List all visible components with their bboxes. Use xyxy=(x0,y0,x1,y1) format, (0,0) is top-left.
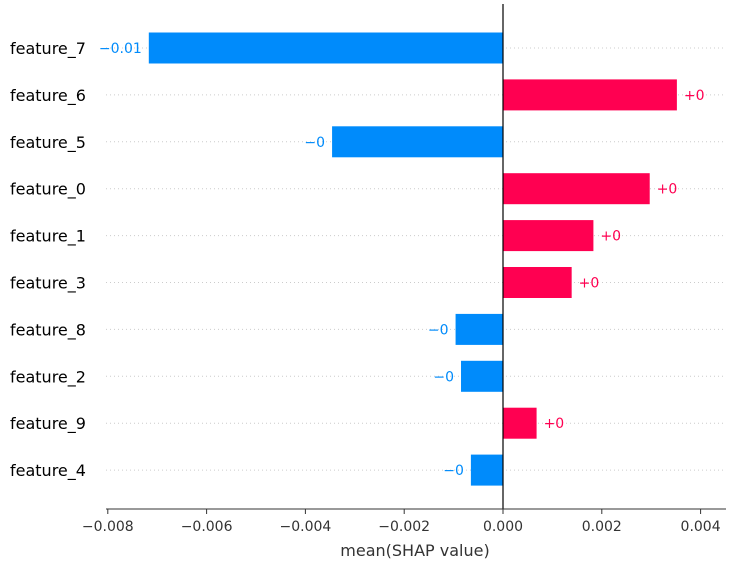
x-tick-label: −0.008 xyxy=(82,519,134,535)
feature-label: feature_1 xyxy=(10,227,86,247)
value-label: +0 xyxy=(657,182,678,198)
value-label: +0 xyxy=(684,88,705,104)
value-label: −0 xyxy=(433,369,454,385)
value-label: −0.01 xyxy=(99,41,142,57)
value-label: +0 xyxy=(579,276,600,292)
feature-label: feature_3 xyxy=(10,274,86,294)
feature-label: feature_8 xyxy=(10,320,86,340)
bar-feature_8 xyxy=(455,313,503,345)
feature-label: feature_7 xyxy=(10,39,86,59)
x-axis-title: mean(SHAP value) xyxy=(340,541,489,560)
x-tick-label: −0.006 xyxy=(181,519,233,535)
feature-label: feature_0 xyxy=(10,180,86,200)
x-axis: −0.008 −0.006 −0.004 −0.002 0.000 0.002 0.004 xyxy=(82,508,726,535)
bars xyxy=(148,32,677,486)
feature-label: feature_4 xyxy=(10,461,86,481)
feature-labels: feature_7 feature_6 feature_5 feature_0feat… xyxy=(10,39,86,481)
feature-label: feature_2 xyxy=(10,367,86,387)
bar-feature_9 xyxy=(503,407,537,439)
value-label: +0 xyxy=(544,416,565,432)
bar-feature_4 xyxy=(470,454,503,486)
x-tick-label: −0.002 xyxy=(378,519,430,535)
value-label: +0 xyxy=(600,229,621,245)
value-label: −0 xyxy=(304,135,325,151)
bar-feature_3 xyxy=(503,267,572,298)
feature-label: feature_5 xyxy=(10,133,86,153)
bar-feature_7 xyxy=(148,32,503,64)
bar-feature_2 xyxy=(461,360,503,392)
value-label: −0 xyxy=(428,322,449,338)
bar-feature_6 xyxy=(503,79,677,111)
value-label: −0 xyxy=(443,463,464,479)
x-tick-label: −0.004 xyxy=(279,519,331,535)
bar-feature_0 xyxy=(503,173,650,205)
x-tick-label: 0.000 xyxy=(483,519,523,535)
feature-label: feature_6 xyxy=(10,86,86,106)
bar-feature_5 xyxy=(332,126,503,158)
bar-feature_1 xyxy=(503,220,594,252)
feature-label: feature_9 xyxy=(10,414,86,434)
gridlines xyxy=(106,47,726,471)
x-tick-label: 0.004 xyxy=(681,519,721,535)
value-labels: −0.01 +0 −0 +0 +0 +0 −0 −0 +0 −0 xyxy=(99,41,705,479)
x-tick-label: 0.002 xyxy=(582,519,622,535)
